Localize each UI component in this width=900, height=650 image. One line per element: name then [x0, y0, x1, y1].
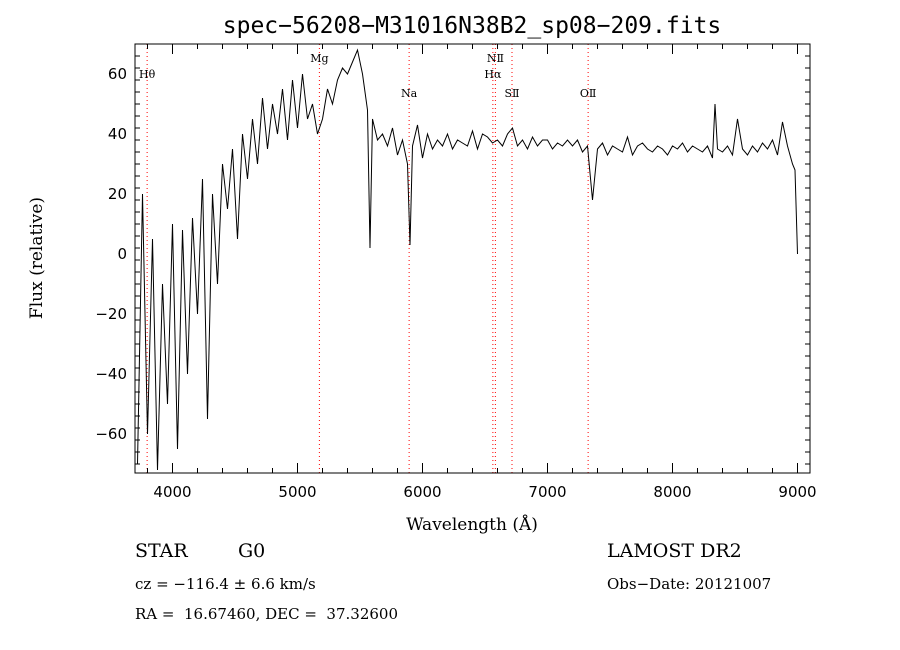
spectrum-line	[137, 48, 798, 471]
y-axis-label: Flux (relative)	[27, 197, 47, 319]
x-tick-label: 5000	[278, 483, 316, 501]
y-tick-label: −20	[95, 305, 127, 323]
x-axis: 4000 5000 6000 7000 8000 9000	[147, 44, 817, 501]
object-class: STAR	[135, 540, 188, 562]
redshift-value: cz = −116.4 ± 6.6 km/s	[135, 575, 316, 593]
object-subclass: G0	[238, 540, 266, 562]
line-marker-label: SⅡ	[504, 87, 519, 100]
coordinates: RA = 16.67460, DEC = 37.32600	[135, 605, 399, 623]
obs-date: Obs−Date: 20121007	[607, 575, 772, 593]
line-marker-label: NⅡ	[487, 52, 504, 65]
y-tick-label: 60	[108, 65, 127, 83]
line-marker-label: Na	[401, 87, 418, 100]
line-marker-label: Mg	[310, 52, 328, 65]
x-axis-label: Wavelength (Å)	[406, 514, 538, 535]
line-marker-label: Hθ	[139, 68, 156, 81]
y-tick-label: −60	[95, 425, 127, 443]
y-tick-label: 40	[108, 125, 127, 143]
x-tick-label: 6000	[403, 483, 441, 501]
line-marker-label: Hα	[484, 68, 502, 81]
x-tick-label: 7000	[528, 483, 566, 501]
chart-title: spec−56208−M31016N38B2_sp08−209.fits	[223, 13, 722, 39]
y-tick-label: −40	[95, 365, 127, 383]
plot-frame	[134, 43, 811, 474]
survey-name: LAMOST DR2	[607, 540, 742, 562]
y-tick-label: 20	[108, 185, 127, 203]
x-tick-label: 9000	[778, 483, 816, 501]
x-tick-label: 8000	[653, 483, 691, 501]
x-tick-label: 4000	[153, 483, 191, 501]
y-axis: 60 40 20 0 −20 −40 −60	[95, 43, 810, 465]
y-tick-label: 0	[117, 245, 127, 263]
line-marker-label: OⅡ	[580, 87, 597, 100]
